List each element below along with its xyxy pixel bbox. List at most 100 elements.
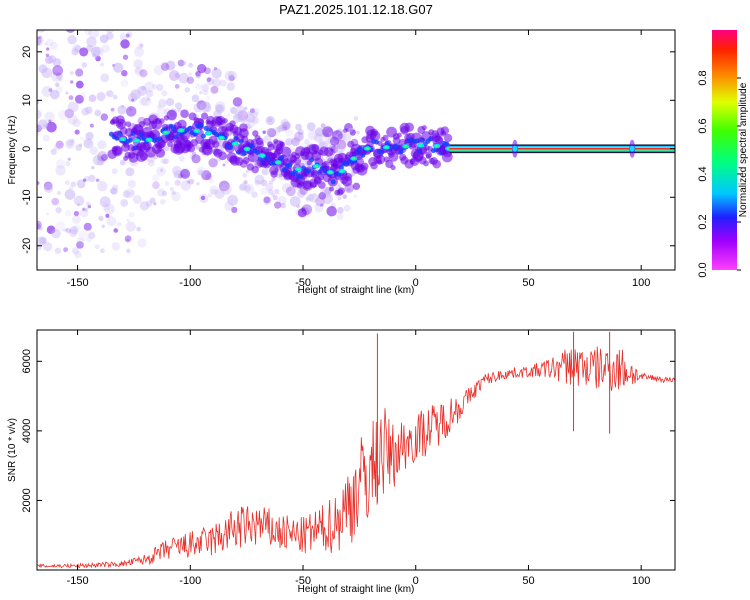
y-tick-label: -10 <box>21 189 33 205</box>
spectral-noise-blob <box>128 108 133 112</box>
spectral-noise-blob <box>271 176 276 182</box>
spectral-noise-blob <box>74 129 80 135</box>
spectral-noise-blob <box>38 35 42 40</box>
spectral-blob <box>396 132 402 138</box>
spectral-noise-blob <box>222 163 226 167</box>
colorbar-tick-label: 0.6 <box>697 118 709 133</box>
spectral-noise-blob <box>76 203 80 207</box>
spectral-noise-blob <box>95 178 100 182</box>
spectral-noise-blob <box>251 107 260 116</box>
spectral-noise-blob <box>178 155 185 162</box>
spectral-noise-blob <box>95 55 101 62</box>
spectral-noise-blob <box>224 159 229 164</box>
spectral-noise-blob <box>196 72 202 79</box>
spectral-noise-blob <box>236 119 240 123</box>
spectral-noise-blob <box>134 66 144 77</box>
spectral-noise-blob <box>54 247 62 254</box>
spectral-noise-blob <box>262 130 266 134</box>
spectral-blob <box>239 128 249 139</box>
spectral-peak <box>435 144 439 148</box>
spectral-noise-blob <box>94 244 100 250</box>
spectral-noise-blob <box>180 180 192 191</box>
spectral-noise-blob <box>121 70 128 77</box>
spectral-noise-blob <box>132 195 142 204</box>
y-tick-label: -20 <box>21 238 33 254</box>
spectral-noise-blob <box>251 191 258 198</box>
spectral-noise-blob <box>93 54 99 60</box>
spectral-noise-blob <box>122 54 129 60</box>
spectral-noise-blob <box>55 72 63 80</box>
spectral-noise-blob <box>197 169 204 176</box>
spectral-noise-blob <box>67 157 71 161</box>
spectral-noise-blob <box>263 196 272 206</box>
spectral-noise-blob <box>169 70 180 81</box>
spectral-blob <box>434 135 444 145</box>
spectral-noise-blob <box>322 132 329 138</box>
spectral-noise-blob <box>226 113 231 117</box>
spectral-noise-blob <box>84 106 93 115</box>
spectral-noise-blob <box>237 103 241 108</box>
spectral-noise-blob <box>69 71 74 75</box>
spectral-noise-blob <box>236 105 245 114</box>
spectral-noise-blob <box>87 204 92 209</box>
spectral-noise-blob <box>64 209 72 217</box>
spectral-noise-blob <box>196 166 206 176</box>
spectral-noise-blob <box>127 92 138 103</box>
spectral-noise-blob <box>105 213 110 218</box>
spectral-noise-blob <box>55 206 62 214</box>
spectral-core <box>187 125 193 131</box>
spectral-noise-blob <box>139 69 148 78</box>
spectral-noise-blob <box>238 114 248 124</box>
spectral-noise-blob <box>104 203 115 215</box>
spectral-noise-blob <box>263 196 271 204</box>
spectral-noise-blob <box>64 189 76 200</box>
spectral-noise-blob <box>252 117 259 124</box>
spectral-noise-blob <box>101 44 110 53</box>
spectral-noise-blob <box>289 196 301 207</box>
spectral-noise-blob <box>79 208 89 218</box>
spectral-noise-blob <box>188 62 194 68</box>
spectral-core <box>444 141 450 147</box>
spectral-noise-blob <box>278 124 284 130</box>
spectral-noise-blob <box>52 65 64 76</box>
spectral-noise-blob <box>124 235 132 243</box>
spectral-noise-blob <box>64 228 68 232</box>
spectral-noise-blob <box>318 192 327 200</box>
spectral-blob <box>215 115 226 126</box>
spectral-noise-blob <box>124 188 135 199</box>
spectral-noise-blob <box>55 221 66 232</box>
spectral-noise-blob <box>227 194 239 206</box>
spectral-noise-blob <box>71 247 79 255</box>
spectral-noise-blob <box>242 172 248 178</box>
spectral-noise-blob <box>172 165 182 176</box>
colorbar-gradient <box>712 30 737 270</box>
spectral-noise-blob <box>72 215 81 224</box>
spectral-noise-blob <box>284 121 290 127</box>
spectral-noise-blob <box>97 140 107 150</box>
spectral-noise-blob <box>63 247 69 253</box>
spectral-noise-blob <box>200 83 210 92</box>
spectral-noise-blob <box>55 140 64 149</box>
spectral-noise-blob <box>292 138 299 144</box>
spectral-noise-blob <box>266 128 277 138</box>
spectral-noise-blob <box>317 128 327 138</box>
spectral-peak <box>260 154 264 157</box>
spectral-noise-blob <box>344 123 353 132</box>
spectral-noise-blob <box>178 72 190 84</box>
spectral-noise-blob <box>42 134 50 142</box>
spectral-noise-blob <box>120 79 129 88</box>
spectral-blob <box>318 181 326 189</box>
spectral-noise-blob <box>279 124 287 132</box>
spectral-noise-blob <box>334 143 346 154</box>
spectral-noise-blob <box>280 202 287 209</box>
spectral-peak <box>179 129 183 132</box>
spectral-noise-blob <box>306 193 315 202</box>
spectral-noise-blob <box>106 90 114 98</box>
spectral-noise-blob <box>75 80 84 89</box>
spectral-noise-blob <box>119 159 126 166</box>
spectral-noise-blob <box>58 78 63 82</box>
spectral-noise-blob <box>349 129 356 136</box>
spectral-noise-blob <box>277 195 287 206</box>
spectral-noise-blob <box>83 207 89 212</box>
